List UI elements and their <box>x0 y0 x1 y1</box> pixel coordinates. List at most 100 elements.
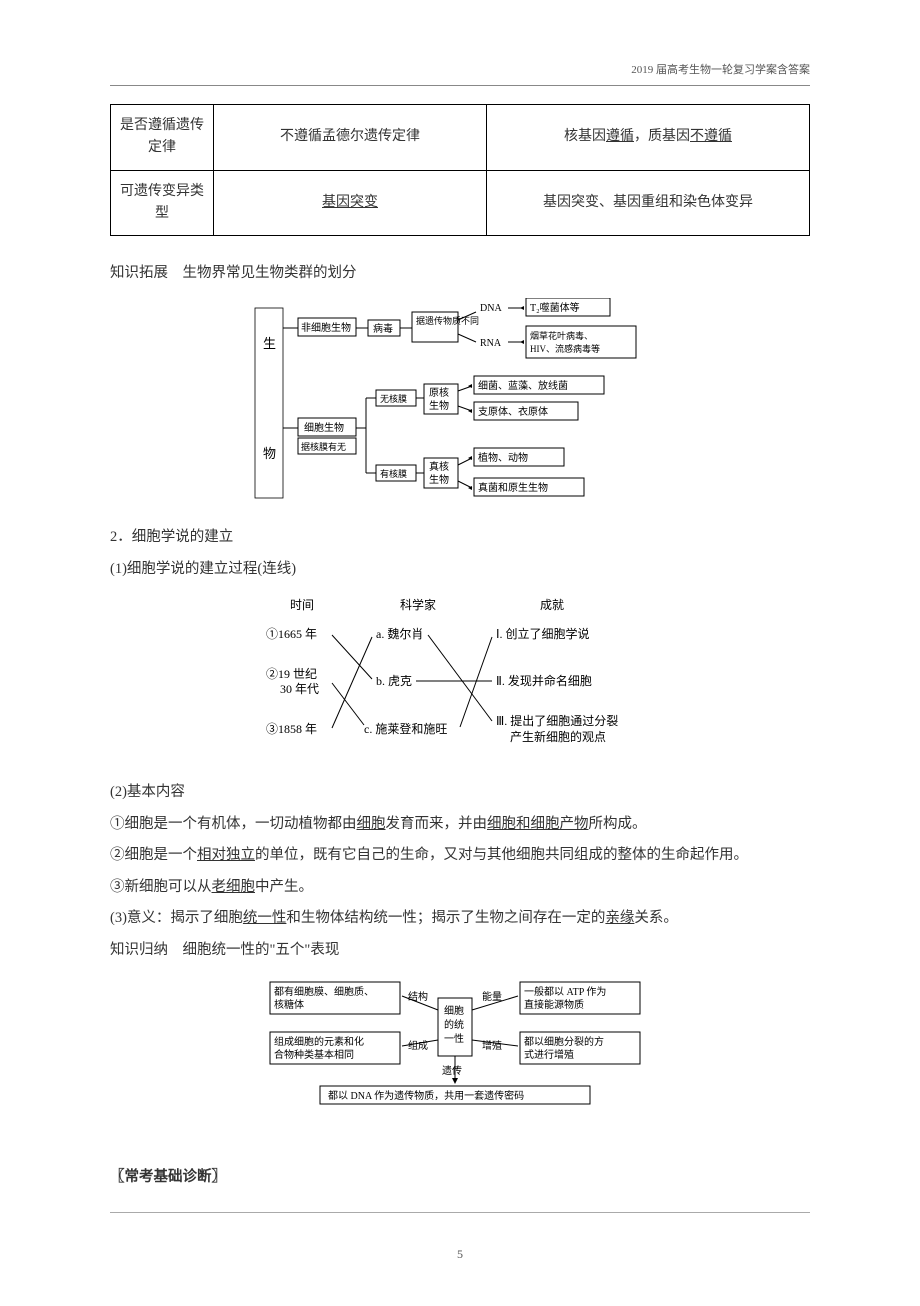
svg-text:非细胞生物: 非细胞生物 <box>301 321 351 334</box>
underline-text: 不遵循 <box>690 129 732 144</box>
header-right: 2019 届高考生物一轮复习学案含答案 <box>110 60 810 86</box>
text: ①细胞是一个有机体，一切动植物都由 <box>110 816 357 832</box>
svg-text:30 年代: 30 年代 <box>280 682 319 696</box>
svg-text:都以细胞分裂的方: 都以细胞分裂的方 <box>524 1035 604 1048</box>
underline-text: 细胞 <box>357 816 386 832</box>
page-container: 2019 届高考生物一轮复习学案含答案 是否遵循遗传定律 不遵循孟德尔遗传定律 … <box>0 0 920 1306</box>
svg-text:有核膜: 有核膜 <box>380 468 407 479</box>
sec2-2: (2)基本内容 <box>110 779 810 807</box>
svg-text:烟草花叶病毒、: 烟草花叶病毒、 <box>530 330 593 341</box>
svg-text:合物种类基本相同: 合物种类基本相同 <box>274 1048 354 1061</box>
svg-text:T₂噬菌体等: T₂噬菌体等 <box>530 301 580 314</box>
svg-text:Ⅰ. 创立了细胞学说: Ⅰ. 创立了细胞学说 <box>496 626 590 641</box>
row-label: 是否遵循遗传定律 <box>111 104 214 170</box>
text: 中产生。 <box>255 879 313 895</box>
svg-text:真菌和原生生物: 真菌和原生生物 <box>478 481 548 494</box>
svg-text:组成: 组成 <box>408 1039 428 1052</box>
text: 发育而来，并由 <box>386 816 488 832</box>
point2: ②细胞是一个相对独立的单位，既有它自己的生命，又对与其他细胞共同组成的整体的生命… <box>110 842 810 870</box>
svg-text:组成细胞的元素和化: 组成细胞的元素和化 <box>274 1035 364 1048</box>
svg-text:一般都以 ATP 作为: 一般都以 ATP 作为 <box>524 985 606 998</box>
footer-separator <box>110 1212 810 1213</box>
svg-text:细胞: 细胞 <box>444 1004 464 1017</box>
svg-text:都有细胞膜、细胞质、: 都有细胞膜、细胞质、 <box>274 985 374 998</box>
svg-text:病毒: 病毒 <box>373 322 393 335</box>
row-label: 可遗传变异类型 <box>111 170 214 236</box>
text: 所构成。 <box>589 816 647 832</box>
comparison-table: 是否遵循遗传定律 不遵循孟德尔遗传定律 核基因遵循，质基因不遵循 可遗传变异类型… <box>110 104 810 237</box>
point3: ③新细胞可以从老细胞中产生。 <box>110 874 810 902</box>
extension-title: 知识拓展 生物界常见生物类群的划分 <box>110 260 810 288</box>
svg-text:时间: 时间 <box>290 598 314 612</box>
svg-text:c. 施莱登和施旺: c. 施莱登和施旺 <box>364 721 447 736</box>
guide-title: 知识归纳 细胞统一性的"五个"表现 <box>110 937 810 965</box>
diagnosis-title: 〖常考基础诊断〗 <box>110 1164 810 1192</box>
underline-text: 相对独立 <box>197 847 255 863</box>
svg-text:HIV、流感病毒等: HIV、流感病毒等 <box>530 343 600 354</box>
table-row: 可遗传变异类型 基因突变 基因突变、基因重组和染色体变异 <box>111 170 810 236</box>
cell-c1: 不遵循孟德尔遗传定律 <box>214 104 487 170</box>
underline-text: 统一性 <box>243 910 287 926</box>
text: 核基因 <box>564 129 606 144</box>
underline-text: 基因突变 <box>322 195 378 210</box>
svg-text:植物、动物: 植物、动物 <box>478 451 528 464</box>
underline-text: 老细胞 <box>212 879 256 895</box>
svg-text:Ⅲ. 提出了细胞通过分裂: Ⅲ. 提出了细胞通过分裂 <box>496 713 618 728</box>
text: ③新细胞可以从 <box>110 879 212 895</box>
svg-text:细胞生物: 细胞生物 <box>304 421 344 434</box>
svg-text:一性: 一性 <box>444 1032 464 1045</box>
svg-text:产生新细胞的观点: 产生新细胞的观点 <box>510 729 606 744</box>
page-number: 5 <box>110 1243 810 1266</box>
svg-text:物: 物 <box>263 446 276 461</box>
underline-text: 遵循 <box>606 129 634 144</box>
svg-text:据遗传物质不同: 据遗传物质不同 <box>416 315 479 326</box>
matching-diagram: 时间 科学家 成就 ①1665 年 ②19 世纪 30 年代 ③1858 年 a… <box>110 593 810 763</box>
svg-text:②19 世纪: ②19 世纪 <box>266 667 317 681</box>
svg-text:直接能源物质: 直接能源物质 <box>524 998 584 1011</box>
svg-text:生物: 生物 <box>429 473 449 486</box>
sec2-3: (3)意义：揭示了细胞统一性和生物体结构统一性；揭示了生物之间存在一定的亲缘关系… <box>110 905 810 933</box>
svg-text:真核: 真核 <box>429 460 449 473</box>
underline-text: 细胞和细胞产物 <box>487 816 589 832</box>
underline-text: 亲缘 <box>605 910 634 926</box>
cell-c2: 基因突变、基因重组和染色体变异 <box>487 170 810 236</box>
svg-text:增殖: 增殖 <box>482 1039 502 1052</box>
svg-text:能量: 能量 <box>482 990 502 1003</box>
svg-text:原核: 原核 <box>429 386 449 399</box>
text: 关系。 <box>634 910 678 926</box>
svg-text:结构: 结构 <box>408 990 428 1003</box>
svg-text:无核膜: 无核膜 <box>380 393 407 404</box>
text: (3)意义：揭示了细胞 <box>110 910 243 926</box>
classification-tree: 生 物 非细胞生物 病毒 据遗传物质不同 DNA T₂噬菌体等 RNA <box>110 298 810 508</box>
svg-text:核糖体: 核糖体 <box>274 998 304 1011</box>
svg-text:成就: 成就 <box>540 598 564 612</box>
text: ，质基因 <box>634 129 690 144</box>
cell-c2: 核基因遵循，质基因不遵循 <box>487 104 810 170</box>
svg-text:DNA: DNA <box>480 303 502 314</box>
cell-c1: 基因突变 <box>214 170 487 236</box>
svg-text:RNA: RNA <box>480 338 502 349</box>
table-row: 是否遵循遗传定律 不遵循孟德尔遗传定律 核基因遵循，质基因不遵循 <box>111 104 810 170</box>
svg-text:式进行增殖: 式进行增殖 <box>524 1048 574 1061</box>
sec2-1: (1)细胞学说的建立过程(连线) <box>110 556 810 584</box>
svg-text:细菌、蓝藻、放线菌: 细菌、蓝藻、放线菌 <box>478 379 568 392</box>
svg-text:据核膜有无: 据核膜有无 <box>301 441 346 452</box>
text: 的单位，既有它自己的生命，又对与其他细胞共同组成的整体的生命起作用。 <box>255 847 748 863</box>
point1: ①细胞是一个有机体，一切动植物都由细胞发育而来，并由细胞和细胞产物所构成。 <box>110 811 810 839</box>
svg-text:的统: 的统 <box>444 1018 464 1031</box>
sec2-title: 2．细胞学说的建立 <box>110 524 810 552</box>
svg-text:生: 生 <box>263 336 276 351</box>
svg-text:遗传: 遗传 <box>442 1064 462 1077</box>
svg-text:生物: 生物 <box>429 399 449 412</box>
text: 和生物体结构统一性；揭示了生物之间存在一定的 <box>286 910 605 926</box>
svg-text:Ⅱ. 发现并命名细胞: Ⅱ. 发现并命名细胞 <box>496 673 592 688</box>
text: ②细胞是一个 <box>110 847 197 863</box>
svg-text:a. 魏尔肖: a. 魏尔肖 <box>376 626 423 641</box>
svg-text:b. 虎克: b. 虎克 <box>376 674 412 688</box>
unity-diagram: 细胞 的统 一性 都有细胞膜、细胞质、 核糖体 结构 组成细胞的元素和化 合物种… <box>110 974 810 1114</box>
svg-text:①1665 年: ①1665 年 <box>266 627 317 641</box>
svg-text:都以 DNA 作为遗传物质，共用一套遗传密码: 都以 DNA 作为遗传物质，共用一套遗传密码 <box>328 1089 524 1102</box>
svg-text:支原体、衣原体: 支原体、衣原体 <box>478 405 548 418</box>
svg-text:③1858 年: ③1858 年 <box>266 722 317 736</box>
svg-text:科学家: 科学家 <box>400 597 436 612</box>
